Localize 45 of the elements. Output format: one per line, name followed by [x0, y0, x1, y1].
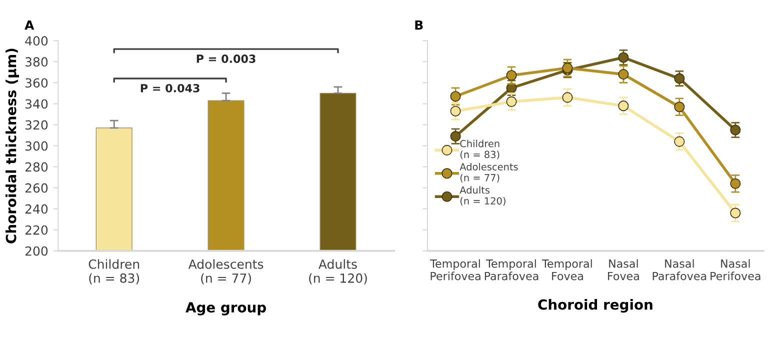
chart-title: B [415, 20, 423, 30]
point [618, 69, 629, 80]
chart-title: A [24, 20, 34, 30]
point [450, 91, 461, 102]
x-tick-label: Temporal Fovea [542, 259, 592, 280]
x-tick-label: Nasal Fovea [608, 259, 639, 280]
point [730, 124, 741, 136]
x-tick-label: Temporal Parafovea [484, 259, 538, 280]
point [506, 70, 517, 81]
x-tick-label: Children (n = 83) [88, 259, 140, 284]
x-axis-title: Choroid region [538, 299, 652, 313]
point [450, 106, 461, 116]
y-tick-label: 260 [25, 183, 48, 193]
x-tick-label: Nasal Parafovea [652, 259, 706, 280]
point [674, 73, 685, 84]
y-tick-label: 320 [25, 120, 48, 130]
legend-label: Adults (n = 120) [460, 186, 506, 206]
x-tick-label: Nasal Perifovea [710, 259, 760, 280]
x-tick-label: Adults (n = 120) [309, 259, 367, 284]
y-tick-label: 400 [25, 36, 48, 46]
y-axis-title: Choroidal thickness (µm) [6, 48, 19, 244]
point [730, 178, 741, 189]
legend-label: Children (n = 83) [460, 140, 500, 160]
y-tick-label: 200 [25, 246, 48, 256]
point [730, 208, 741, 218]
point [674, 136, 685, 147]
point [450, 131, 461, 142]
point [618, 52, 629, 63]
y-tick-label: 280 [25, 162, 48, 172]
x-tick-label: Temporal Perifovea [430, 259, 480, 280]
x-axis-title: Age group [186, 302, 266, 316]
y-tick-label: 360 [25, 78, 48, 88]
y-tick-label: 240 [25, 204, 48, 214]
y-tick-label: 340 [25, 99, 48, 109]
annotation: P = 0.043 [140, 84, 200, 92]
point [562, 92, 573, 103]
annotation: P = 0.003 [196, 54, 256, 63]
y-tick-label: 380 [25, 57, 48, 67]
y-tick-label: 300 [25, 141, 48, 151]
point [674, 102, 685, 112]
y-tick-label: 220 [25, 225, 48, 235]
point [506, 96, 517, 107]
point [618, 100, 629, 112]
legend-label: Adolescents (n = 77) [460, 162, 518, 182]
x-tick-label: Adolescents (n = 77) [188, 259, 264, 284]
